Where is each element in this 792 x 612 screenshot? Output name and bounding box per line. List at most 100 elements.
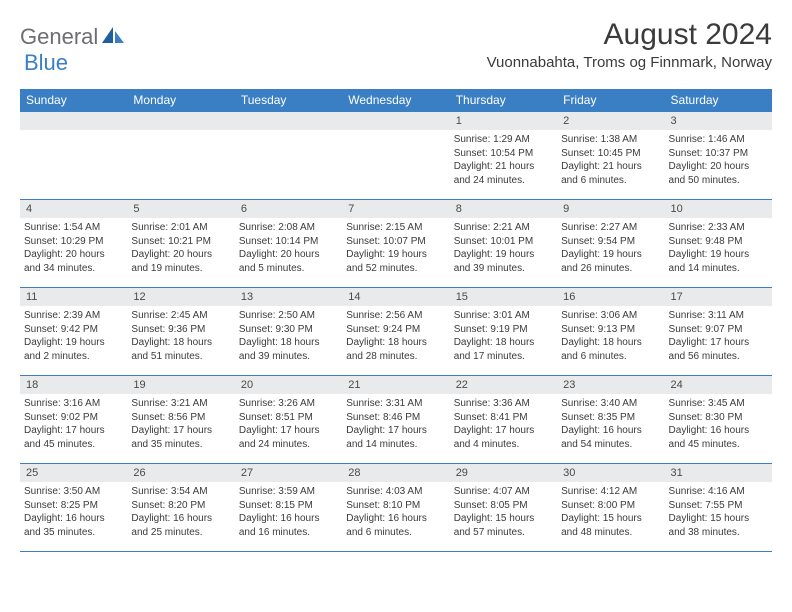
day-details: Sunrise: 3:06 AMSunset: 9:13 PMDaylight:… [557, 306, 664, 365]
day-number: 29 [450, 464, 557, 482]
day-number: 14 [342, 288, 449, 306]
sunrise-text: Sunrise: 4:16 AM [669, 485, 766, 499]
sunset-text: Sunset: 9:24 PM [346, 323, 443, 337]
day-number: 16 [557, 288, 664, 306]
day-number [127, 112, 234, 130]
sunset-text: Sunset: 8:46 PM [346, 411, 443, 425]
day-details: Sunrise: 2:56 AMSunset: 9:24 PMDaylight:… [342, 306, 449, 365]
sunrise-text: Sunrise: 2:56 AM [346, 309, 443, 323]
calendar-week-row: 11Sunrise: 2:39 AMSunset: 9:42 PMDayligh… [20, 288, 772, 376]
sunrise-text: Sunrise: 2:21 AM [454, 221, 551, 235]
day-details: Sunrise: 1:38 AMSunset: 10:45 PMDaylight… [557, 130, 664, 189]
day-details [235, 130, 342, 135]
day-details: Sunrise: 4:03 AMSunset: 8:10 PMDaylight:… [342, 482, 449, 541]
sunrise-text: Sunrise: 3:59 AM [239, 485, 336, 499]
daylight-text: Daylight: 17 hours and 35 minutes. [131, 424, 228, 451]
sunset-text: Sunset: 8:15 PM [239, 499, 336, 513]
sunrise-text: Sunrise: 3:01 AM [454, 309, 551, 323]
sunrise-text: Sunrise: 2:08 AM [239, 221, 336, 235]
day-details: Sunrise: 2:15 AMSunset: 10:07 PMDaylight… [342, 218, 449, 277]
daylight-text: Daylight: 16 hours and 16 minutes. [239, 512, 336, 539]
daylight-text: Daylight: 21 hours and 6 minutes. [561, 160, 658, 187]
weekday-saturday: Saturday [665, 89, 772, 112]
sunset-text: Sunset: 8:35 PM [561, 411, 658, 425]
calendar-table: Sunday Monday Tuesday Wednesday Thursday… [20, 89, 772, 552]
calendar-day-cell: 22Sunrise: 3:36 AMSunset: 8:41 PMDayligh… [450, 376, 557, 464]
day-details: Sunrise: 3:40 AMSunset: 8:35 PMDaylight:… [557, 394, 664, 453]
day-number: 30 [557, 464, 664, 482]
calendar-day-cell: 15Sunrise: 3:01 AMSunset: 9:19 PMDayligh… [450, 288, 557, 376]
calendar-week-row: 25Sunrise: 3:50 AMSunset: 8:25 PMDayligh… [20, 464, 772, 552]
day-number: 6 [235, 200, 342, 218]
calendar-week-row: 18Sunrise: 3:16 AMSunset: 9:02 PMDayligh… [20, 376, 772, 464]
day-number: 1 [450, 112, 557, 130]
calendar-day-cell [342, 112, 449, 200]
sunset-text: Sunset: 8:56 PM [131, 411, 228, 425]
day-details: Sunrise: 2:33 AMSunset: 9:48 PMDaylight:… [665, 218, 772, 277]
sunrise-text: Sunrise: 3:26 AM [239, 397, 336, 411]
calendar-day-cell: 2Sunrise: 1:38 AMSunset: 10:45 PMDayligh… [557, 112, 664, 200]
day-number: 19 [127, 376, 234, 394]
calendar-day-cell: 29Sunrise: 4:07 AMSunset: 8:05 PMDayligh… [450, 464, 557, 552]
weekday-thursday: Thursday [450, 89, 557, 112]
calendar-day-cell: 14Sunrise: 2:56 AMSunset: 9:24 PMDayligh… [342, 288, 449, 376]
sunset-text: Sunset: 9:36 PM [131, 323, 228, 337]
daylight-text: Daylight: 18 hours and 39 minutes. [239, 336, 336, 363]
calendar-day-cell: 10Sunrise: 2:33 AMSunset: 9:48 PMDayligh… [665, 200, 772, 288]
calendar-day-cell [20, 112, 127, 200]
day-details: Sunrise: 4:12 AMSunset: 8:00 PMDaylight:… [557, 482, 664, 541]
day-details: Sunrise: 1:29 AMSunset: 10:54 PMDaylight… [450, 130, 557, 189]
sunset-text: Sunset: 10:45 PM [561, 147, 658, 161]
calendar-header-row: Sunday Monday Tuesday Wednesday Thursday… [20, 89, 772, 112]
day-details: Sunrise: 3:26 AMSunset: 8:51 PMDaylight:… [235, 394, 342, 453]
calendar-day-cell [127, 112, 234, 200]
calendar-day-cell: 16Sunrise: 3:06 AMSunset: 9:13 PMDayligh… [557, 288, 664, 376]
day-number: 13 [235, 288, 342, 306]
brand-text-blue: Blue [24, 50, 68, 75]
calendar-day-cell: 9Sunrise: 2:27 AMSunset: 9:54 PMDaylight… [557, 200, 664, 288]
day-number [20, 112, 127, 130]
calendar-day-cell: 11 Sunrise: 2:39 AMSunset: 9:42 PMDayligh… [20, 288, 127, 376]
day-number: 15 [450, 288, 557, 306]
sunset-text: Sunset: 10:14 PM [239, 235, 336, 249]
title-block: August 2024 Vuonnabahta, Troms og Finnma… [487, 18, 772, 71]
day-details: Sunrise: 2:21 AMSunset: 10:01 PMDaylight… [450, 218, 557, 277]
sunset-text: Sunset: 10:37 PM [669, 147, 766, 161]
sunrise-text: Sunrise: 3:21 AM [131, 397, 228, 411]
sunset-text: Sunset: 10:01 PM [454, 235, 551, 249]
day-details: Sunrise: 2:27 AMSunset: 9:54 PMDaylight:… [557, 218, 664, 277]
sunrise-text: Sunrise: 2:01 AM [131, 221, 228, 235]
weekday-tuesday: Tuesday [235, 89, 342, 112]
daylight-text: Daylight: 19 hours and 52 minutes. [346, 248, 443, 275]
calendar-day-cell: 7Sunrise: 2:15 AMSunset: 10:07 PMDayligh… [342, 200, 449, 288]
sunset-text: Sunset: 7:55 PM [669, 499, 766, 513]
sunrise-text: Sunrise: 3:31 AM [346, 397, 443, 411]
sunset-text: Sunset: 8:10 PM [346, 499, 443, 513]
daylight-text: Daylight: 15 hours and 48 minutes. [561, 512, 658, 539]
weekday-wednesday: Wednesday [342, 89, 449, 112]
day-number: 11 [20, 288, 127, 306]
daylight-text: Daylight: 15 hours and 38 minutes. [669, 512, 766, 539]
sunrise-text: Sunrise: 1:54 AM [24, 221, 121, 235]
sunrise-text: Sunrise: 4:12 AM [561, 485, 658, 499]
day-details [342, 130, 449, 135]
day-number [342, 112, 449, 130]
sunset-text: Sunset: 8:00 PM [561, 499, 658, 513]
sunrise-text: Sunrise: 1:38 AM [561, 133, 658, 147]
sunrise-text: Sunrise: 2:39 AM [24, 309, 121, 323]
calendar-week-row: 4Sunrise: 1:54 AMSunset: 10:29 PMDayligh… [20, 200, 772, 288]
sunrise-text: Sunrise: 2:15 AM [346, 221, 443, 235]
sunset-text: Sunset: 10:54 PM [454, 147, 551, 161]
day-number: 25 [20, 464, 127, 482]
day-details [20, 130, 127, 135]
daylight-text: Daylight: 20 hours and 34 minutes. [24, 248, 121, 275]
sunset-text: Sunset: 8:25 PM [24, 499, 121, 513]
calendar-day-cell [235, 112, 342, 200]
calendar-day-cell: 17Sunrise: 3:11 AMSunset: 9:07 PMDayligh… [665, 288, 772, 376]
daylight-text: Daylight: 16 hours and 25 minutes. [131, 512, 228, 539]
daylight-text: Daylight: 19 hours and 2 minutes. [24, 336, 121, 363]
sunset-text: Sunset: 9:42 PM [24, 323, 121, 337]
sunrise-text: Sunrise: 3:40 AM [561, 397, 658, 411]
sunrise-text: Sunrise: 1:46 AM [669, 133, 766, 147]
brand-text-blue-wrap: Blue [24, 50, 68, 76]
